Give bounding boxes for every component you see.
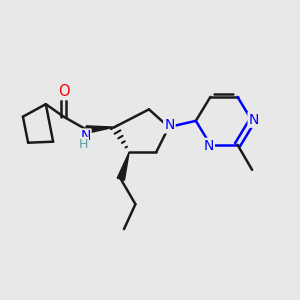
Polygon shape — [86, 126, 115, 133]
Polygon shape — [117, 152, 129, 180]
Text: N: N — [164, 118, 175, 132]
Text: N: N — [80, 130, 91, 143]
Text: H: H — [79, 138, 88, 151]
Text: N: N — [204, 139, 214, 153]
Text: N: N — [249, 113, 259, 127]
Text: O: O — [58, 84, 70, 99]
